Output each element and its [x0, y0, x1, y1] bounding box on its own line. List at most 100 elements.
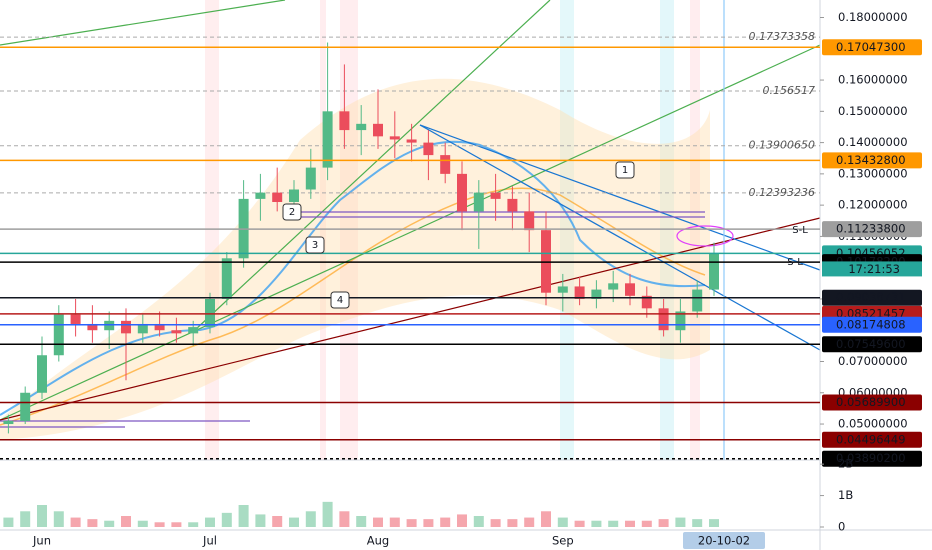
price-label: 0.09038731	[836, 290, 906, 304]
candle-body	[658, 308, 669, 331]
volume-bar	[373, 517, 383, 527]
volume-bar	[608, 520, 619, 527]
candle-body	[70, 314, 81, 324]
candle-body	[574, 286, 585, 299]
volume-bar	[557, 517, 568, 527]
volume-bar	[121, 516, 131, 527]
candle-body	[154, 323, 165, 331]
volume-bar	[70, 517, 81, 527]
x-tick-label: Sep	[552, 534, 574, 548]
volume-tick-label: 2B	[838, 457, 853, 471]
annotation: S-L	[787, 257, 803, 268]
fib-label: 0.156517	[763, 84, 816, 97]
price-label-box	[822, 316, 922, 333]
volume-tick-label: 1B	[838, 488, 853, 502]
volume-bar	[37, 505, 47, 527]
volume-bar	[154, 522, 165, 527]
volume-bar	[171, 522, 182, 527]
x-tick-label: Jun	[32, 534, 51, 548]
candle-body	[356, 123, 367, 131]
volume-bar	[3, 517, 14, 527]
volume-bar	[87, 519, 98, 527]
price-label: 0.08174808	[836, 317, 906, 331]
candle-body	[709, 253, 719, 290]
y-tick-label: 0.13000000	[838, 166, 908, 180]
volume-bar	[221, 512, 232, 527]
x-tick-label: Jul	[202, 534, 217, 548]
annotation: 1	[622, 165, 628, 176]
price-label: 0.03890200	[836, 451, 906, 465]
candle-body	[608, 283, 619, 290]
volume-bar	[524, 517, 535, 527]
volume-bar	[255, 514, 266, 527]
volume-bar	[574, 520, 585, 527]
volume-bar	[104, 520, 115, 527]
candle-body	[255, 192, 266, 199]
callout	[305, 236, 325, 254]
candle-body	[104, 320, 115, 331]
candle-body	[20, 392, 31, 421]
candle-body	[339, 111, 350, 131]
candle-body	[440, 155, 451, 174]
candle-body	[289, 189, 299, 203]
volume-bar	[473, 516, 484, 527]
candle-body	[322, 111, 333, 168]
candle-body	[373, 123, 383, 137]
band	[0, 78, 710, 440]
candle-body	[457, 173, 467, 212]
volume-bar	[507, 519, 518, 527]
volume-bar	[675, 517, 686, 527]
volume-bar	[389, 517, 400, 527]
y-tick-label: 0.05000000	[838, 417, 908, 431]
price-label-box	[822, 336, 922, 353]
timer-box	[822, 261, 922, 277]
candle-body	[675, 311, 686, 331]
price-label: 0.05689900	[836, 395, 906, 409]
callout	[615, 161, 635, 179]
candle-body	[692, 289, 703, 312]
price-label-box	[822, 221, 922, 238]
candle-body	[406, 139, 417, 143]
volume-bar	[423, 519, 434, 527]
cursor-date-box	[683, 532, 765, 549]
volume-bar	[541, 511, 551, 527]
candle-body	[205, 298, 215, 328]
volume-bar	[641, 520, 652, 527]
volume-bar	[709, 519, 719, 527]
volume-bar	[238, 505, 249, 527]
volume-bar	[440, 517, 451, 527]
volume-bar	[322, 501, 333, 527]
candle-body	[37, 355, 47, 393]
volume-bar	[137, 520, 148, 527]
fib-label: 0.12393236	[749, 186, 815, 199]
price-label-box	[822, 450, 922, 467]
candle-body	[557, 286, 568, 293]
price-label: 0.17047300	[836, 40, 906, 54]
volume-bar	[20, 511, 31, 527]
volume-bar	[205, 517, 215, 527]
candle-body	[121, 320, 131, 334]
candle-body	[171, 330, 182, 334]
volume-bar	[53, 511, 64, 527]
candle-body	[137, 323, 148, 334]
annotation: S-L	[792, 225, 808, 236]
y-tick-label: 0.15000000	[838, 104, 908, 118]
price-label: 0.13432800	[836, 153, 906, 167]
candle-body	[87, 323, 98, 331]
candle-body	[53, 314, 64, 356]
x-tick-label: Aug	[367, 534, 389, 548]
annotation: 3	[312, 240, 318, 251]
volume-bar	[625, 520, 635, 527]
candle-body	[272, 192, 283, 203]
callout	[282, 203, 302, 221]
y-tick-label: 0.18000000	[838, 10, 908, 24]
y-tick-label: 0.16000000	[838, 73, 908, 87]
cursor-date: 20-10-02	[698, 534, 750, 548]
candle-body	[524, 211, 535, 231]
volume-bar	[272, 516, 283, 527]
y-tick-label: 0.14000000	[838, 135, 908, 149]
volume-bar	[356, 516, 367, 527]
volume-bar	[406, 519, 417, 527]
volume-bar	[490, 519, 501, 527]
